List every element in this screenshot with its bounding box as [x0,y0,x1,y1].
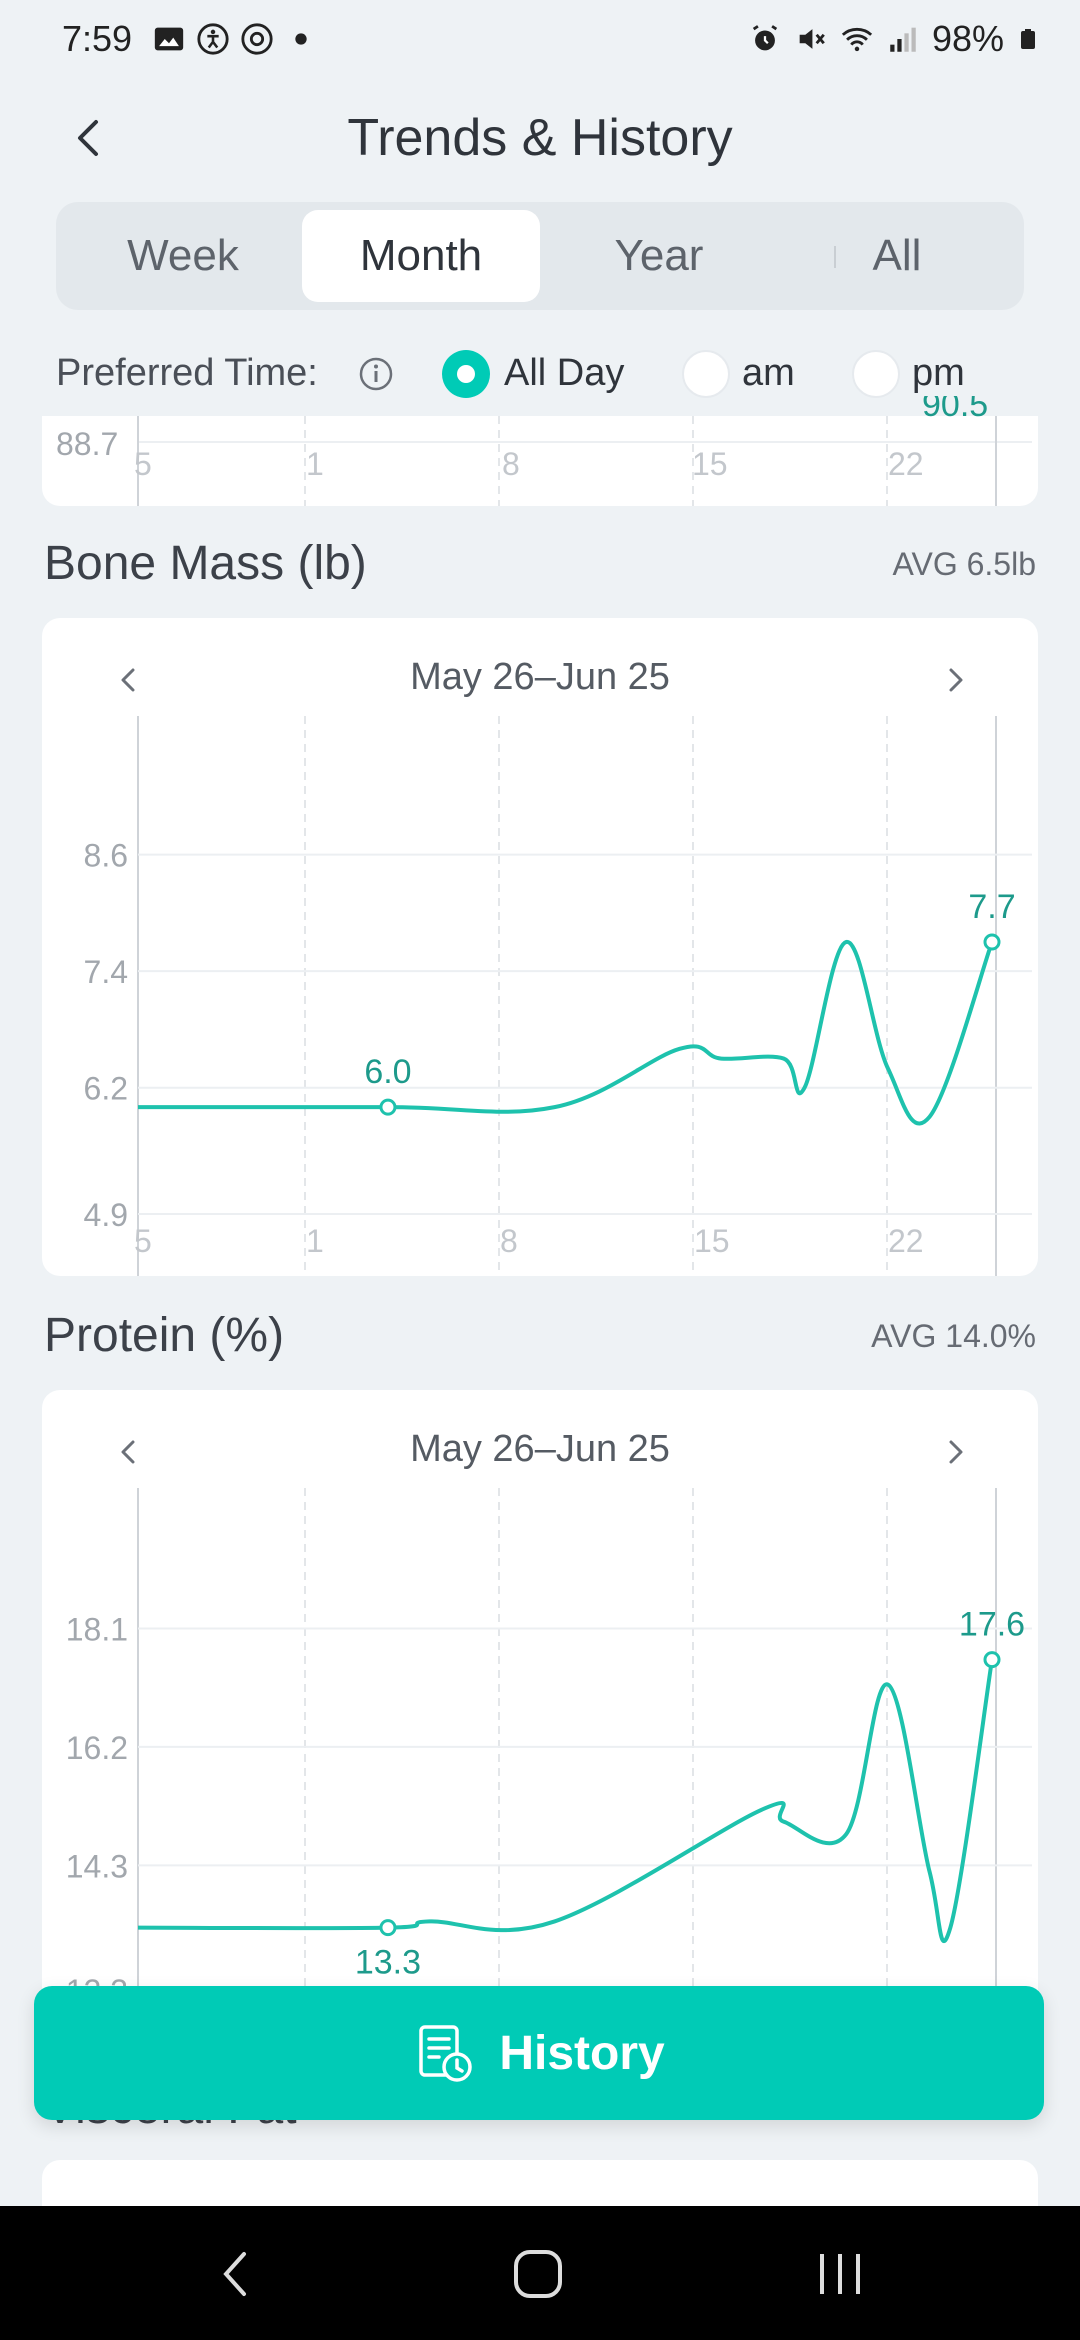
radio-am-label[interactable]: am [742,352,795,394]
x-tick-label: 22 [888,1223,924,1259]
status-time: 7:59 [62,18,133,59]
system-nav-bar [0,2206,1080,2340]
radio-all-day[interactable] [442,350,490,398]
y-tick-label: 7.4 [84,954,128,990]
top-chart-x-tick: 15 [692,446,728,482]
top-chart-x-tick: 8 [502,446,520,482]
bone-mass-card: May 26–Jun 25 4.9 6.2 7.4 8.6 5 1 8 15 22 6.0 7.7 [42,618,1038,1276]
data-point [379,1098,397,1116]
nav-home-icon[interactable] [508,2246,568,2302]
data-point-label: 7.7 [968,888,1015,926]
y-tick-label: 8.6 [84,838,128,874]
x-tick-label: 1 [306,1223,324,1259]
tab-year[interactable]: Year [614,231,704,280]
alarm-icon [752,25,778,51]
y-tick-label: 4.9 [84,1197,128,1233]
y-tick-label: 16.2 [66,1730,128,1766]
bone-mass-prev-button[interactable] [108,660,148,700]
top-chart-x-tick: 22 [888,446,924,482]
tab-all[interactable]: All [872,231,922,280]
y-tick-label: 6.2 [84,1071,128,1107]
y-tick-label: 18.1 [66,1611,128,1647]
bone-mass-title: Bone Mass (lb) [44,537,367,590]
info-icon[interactable] [358,356,394,392]
radio-pm[interactable] [852,350,900,398]
x-tick-label: 5 [134,1223,152,1259]
wifi-icon [841,27,873,52]
radio-am[interactable] [682,350,730,398]
top-chart-point-label: 90.5 [922,396,988,418]
tab-divider [834,246,836,268]
back-button[interactable] [60,108,120,168]
y-tick-label: 14.3 [66,1848,128,1884]
top-chart-point-label-text: 90.5 [922,396,989,418]
radio-all-day-label[interactable]: All Day [504,352,625,394]
bone-mass-chart: 4.9 6.2 7.4 8.6 5 1 8 15 22 6.0 7.7 [84,716,1032,1276]
period-tabs: Week Month Year All [56,202,1024,310]
data-point-label: 13.3 [355,1944,421,1982]
top-chart-x-tick: 1 [306,446,324,482]
tab-month[interactable]: Month [302,210,540,302]
mute-icon [799,29,825,49]
history-button-label: History [499,2026,665,2080]
signal-icon [890,27,916,52]
data-point-label: 17.6 [959,1606,1025,1644]
threads-icon [241,23,273,55]
protein-avg: AVG 14.0% [871,1318,1036,1354]
bone-mass-avg: AVG 6.5lb [892,546,1036,582]
protein-title: Protein (%) [44,1309,285,1362]
nav-recents-icon[interactable] [810,2246,870,2302]
top-chart-x-tick: 5 [134,446,152,482]
tab-week[interactable]: Week [127,231,239,280]
gallery-icon [154,27,184,51]
x-tick-label: 8 [500,1223,518,1259]
x-tick-label: 15 [694,1223,730,1259]
data-point-label: 6.0 [364,1053,411,1091]
status-right: 98% [748,18,1040,60]
status-left-icons [152,22,318,56]
data-point [983,933,1001,951]
series-line [138,940,994,1126]
preferred-time-label: Preferred Time: [56,352,318,394]
accessibility-icon [197,23,229,55]
history-icon [419,2025,473,2082]
radio-pm-label[interactable]: pm [912,352,965,394]
page-title: Trends & History [347,109,733,167]
protein-card: May 26–Jun 25 12.314.316.218.1518152213.… [42,1390,1038,2050]
data-point [379,1919,397,1937]
protein-next-button[interactable] [936,1432,976,1472]
bone-mass-next-button[interactable] [936,660,976,700]
nav-back-icon[interactable] [210,2246,260,2302]
protein-date-range: May 26–Jun 25 [410,1428,670,1470]
battery-icon [1021,29,1035,49]
top-chart-svg [137,416,1032,506]
protein-chart: 12.314.316.218.1518152213.317.6 [66,1488,1032,2050]
series-line [137,1659,994,1944]
history-button[interactable]: History [34,1986,1044,2120]
protein-prev-button[interactable] [108,1432,148,1472]
top-chart-card [42,416,1038,506]
bone-mass-date-range: May 26–Jun 25 [410,656,670,698]
battery-percent: 98% [931,18,1004,59]
top-chart-y-tick: 88.7 [56,426,119,462]
dot-icon [295,33,307,45]
data-point [983,1651,1001,1669]
